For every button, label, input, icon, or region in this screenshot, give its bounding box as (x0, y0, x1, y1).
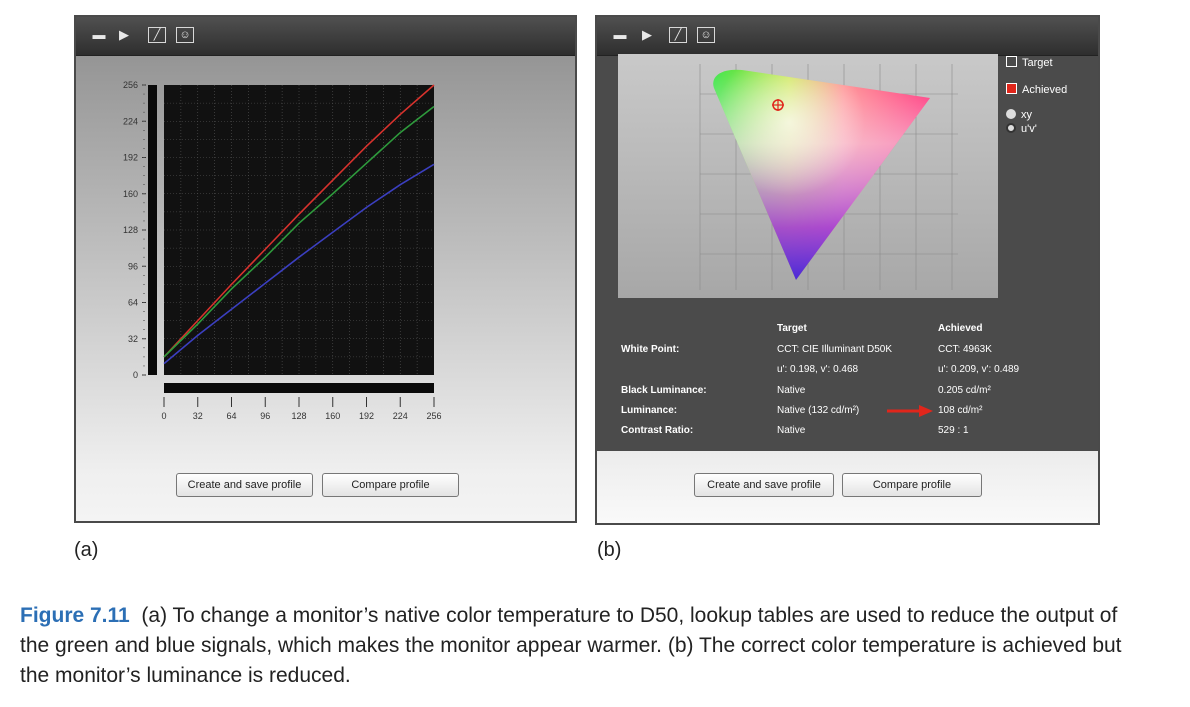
monitor-icon[interactable]: ▬ (613, 27, 627, 42)
x-tick-label: 96 (260, 411, 270, 421)
x-gradient-strip (164, 383, 434, 393)
row-achieved: 0.205 cd/m² (938, 385, 991, 396)
row-label: Contrast Ratio: (621, 425, 694, 436)
legend-target: Target (1006, 56, 1053, 69)
y-tick-label: 32 (128, 334, 138, 344)
x-tick-label: 224 (393, 411, 408, 421)
x-tick-label: 64 (226, 411, 236, 421)
y-tick-label: 192 (123, 153, 138, 163)
y-gradient-strip (148, 85, 157, 375)
radio-uv[interactable]: u'v' (1006, 123, 1037, 135)
x-tick-label: 160 (325, 411, 340, 421)
figure-number: Figure 7.11 (20, 604, 130, 627)
series-line-3 (163, 163, 435, 365)
achieved-marker (772, 99, 784, 111)
label-a: (a) (74, 539, 99, 561)
radio-xy[interactable]: xy (1006, 109, 1032, 121)
y-tick-label: 256 (123, 80, 138, 90)
caption-text: (a) To change a monitor’s native color t… (20, 604, 1122, 687)
y-tick-label: 96 (128, 261, 138, 271)
y-tick-label: 0 (133, 370, 138, 380)
calibration-panel-b: ▬ ▶ ╱ ☺ (595, 15, 1100, 525)
x-tick-label: 192 (359, 411, 374, 421)
radio-uv-label: u'v' (1021, 123, 1037, 135)
row-achieved: u': 0.209, v': 0.489 (938, 364, 1020, 375)
y-tick-label: 160 (123, 189, 138, 199)
legend-achieved: Achieved (1006, 83, 1067, 96)
button-bar: Create and save profile Compare profile (597, 451, 1098, 523)
monitor-icon[interactable]: ▬ (92, 27, 106, 42)
row-label: Luminance: (621, 405, 678, 416)
calibration-panel-a: ▬ ▶ ╱ ☺ 0 32 64 96 128 160 192 224 256 0 32 64 96 128… (74, 15, 577, 523)
y-tick-label: 64 (128, 298, 138, 308)
profile-info-table: Target Achieved White Point: CCT: CIE Il… (597, 307, 1098, 451)
row-target: Native (777, 425, 806, 436)
row-achieved: CCT: 4963K (938, 344, 992, 355)
cie-gamut-plot (699, 64, 958, 290)
row-achieved: 529 : 1 (938, 425, 969, 436)
create-save-profile-button[interactable]: Create and save profile (694, 473, 834, 497)
compare-profile-button[interactable]: Compare profile (322, 473, 459, 497)
y-tick-label: 128 (123, 225, 138, 235)
row-target: Native (132 cd/m²) (777, 405, 860, 416)
header-achieved: Achieved (938, 323, 983, 334)
toolbar: ▬ ▶ ╱ ☺ (597, 17, 1098, 56)
compare-profile-button[interactable]: Compare profile (842, 473, 982, 497)
header-target: Target (777, 323, 807, 334)
play-icon[interactable]: ▶ (642, 27, 652, 42)
row-target: Native (777, 385, 806, 396)
x-tick-label: 32 (193, 411, 203, 421)
person-icon[interactable]: ☺ (697, 27, 715, 43)
row-label: White Point: (621, 344, 680, 355)
chromaticity-diagram (618, 54, 998, 298)
red-arrow-icon (887, 405, 933, 417)
series-line-2 (163, 105, 435, 358)
radio-xy-label: xy (1021, 109, 1032, 121)
x-tick-label: 128 (291, 411, 306, 421)
series-line-1 (163, 84, 435, 358)
achieved-icon (1006, 83, 1017, 94)
row-target: u': 0.198, v': 0.468 (777, 364, 859, 375)
toolbar: ▬ ▶ ╱ ☺ (76, 17, 575, 56)
radio-icon (1006, 109, 1016, 119)
y-tick-label: 224 (123, 116, 138, 126)
row-label: Black Luminance: (621, 385, 707, 396)
play-icon[interactable]: ▶ (119, 27, 129, 42)
curve-icon[interactable]: ╱ (669, 27, 687, 43)
x-tick-label: 0 (161, 411, 166, 421)
lut-curve-chart: 0 32 64 96 128 160 192 224 256 0 32 64 96 128 160 192 22… (123, 80, 442, 421)
label-b: (b) (597, 539, 622, 561)
row-achieved: 108 cd/m² (938, 405, 983, 416)
x-tick-label: 256 (426, 411, 441, 421)
person-icon[interactable]: ☺ (176, 27, 194, 43)
legend-achieved-label: Achieved (1022, 84, 1068, 96)
figure-caption: Figure 7.11 (a) To change a monitor’s na… (20, 601, 1150, 691)
curve-icon[interactable]: ╱ (148, 27, 166, 43)
legend-target-label: Target (1022, 57, 1053, 69)
radio-selected-icon (1006, 123, 1016, 133)
row-target: CCT: CIE Illuminant D50K (777, 344, 893, 355)
target-icon (1006, 56, 1017, 67)
create-save-profile-button[interactable]: Create and save profile (176, 473, 313, 497)
